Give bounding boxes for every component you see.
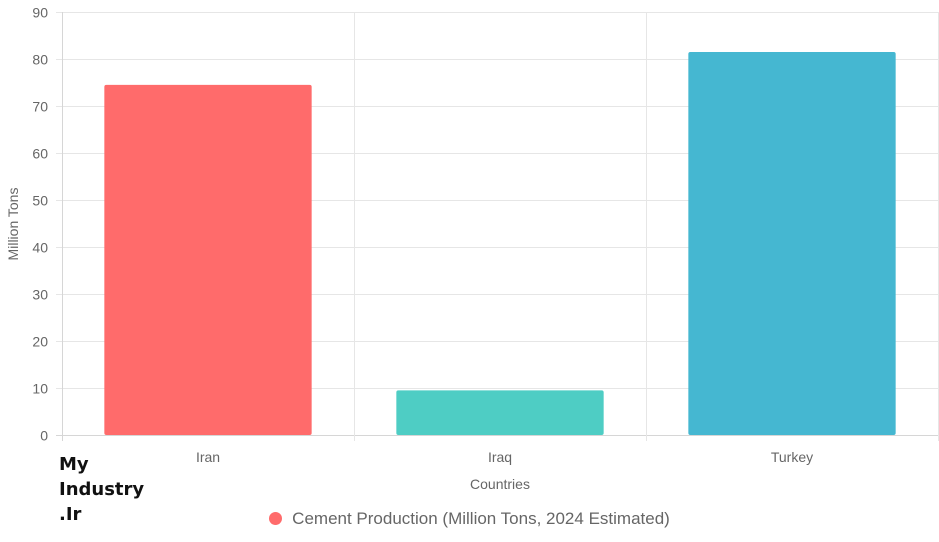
axes: 0 10 20 30 40 50 60 70 80 90 Iran Iraq Turkey (32, 5, 813, 466)
bar-turkey[interactable] (688, 51, 896, 435)
watermark-line: My (59, 454, 89, 475)
y-tick-label: 30 (32, 287, 48, 303)
legend-swatch (269, 512, 283, 525)
x-tick-label: Iraq (488, 449, 512, 465)
x-axis-title: Countries (470, 476, 530, 492)
y-tick-label: 40 (32, 240, 48, 256)
y-axis-title: Million Tons (5, 188, 21, 261)
watermark-line: Industry (59, 479, 145, 500)
x-tick-label: Iran (196, 449, 220, 465)
legend-label: Cement Production (Million Tons, 2024 Es… (292, 509, 670, 528)
legend[interactable]: Cement Production (Million Tons, 2024 Es… (0, 508, 939, 530)
x-tick-label: Turkey (771, 449, 813, 465)
bar-iraq[interactable] (396, 390, 604, 435)
watermark-line: .Ir (59, 504, 82, 525)
watermark-logo: My Industry .Ir (59, 452, 144, 527)
bars (104, 51, 896, 435)
y-tick-label: 10 (32, 381, 48, 397)
y-tick-label: 50 (32, 193, 48, 209)
y-tick-label: 70 (32, 99, 48, 115)
y-tick-label: 20 (32, 334, 48, 350)
y-tick-label: 60 (32, 146, 48, 162)
bar-iran[interactable] (104, 84, 312, 435)
y-tick-label: 90 (32, 5, 48, 21)
y-tick-label: 80 (32, 52, 48, 68)
y-tick-label: 0 (40, 428, 48, 444)
